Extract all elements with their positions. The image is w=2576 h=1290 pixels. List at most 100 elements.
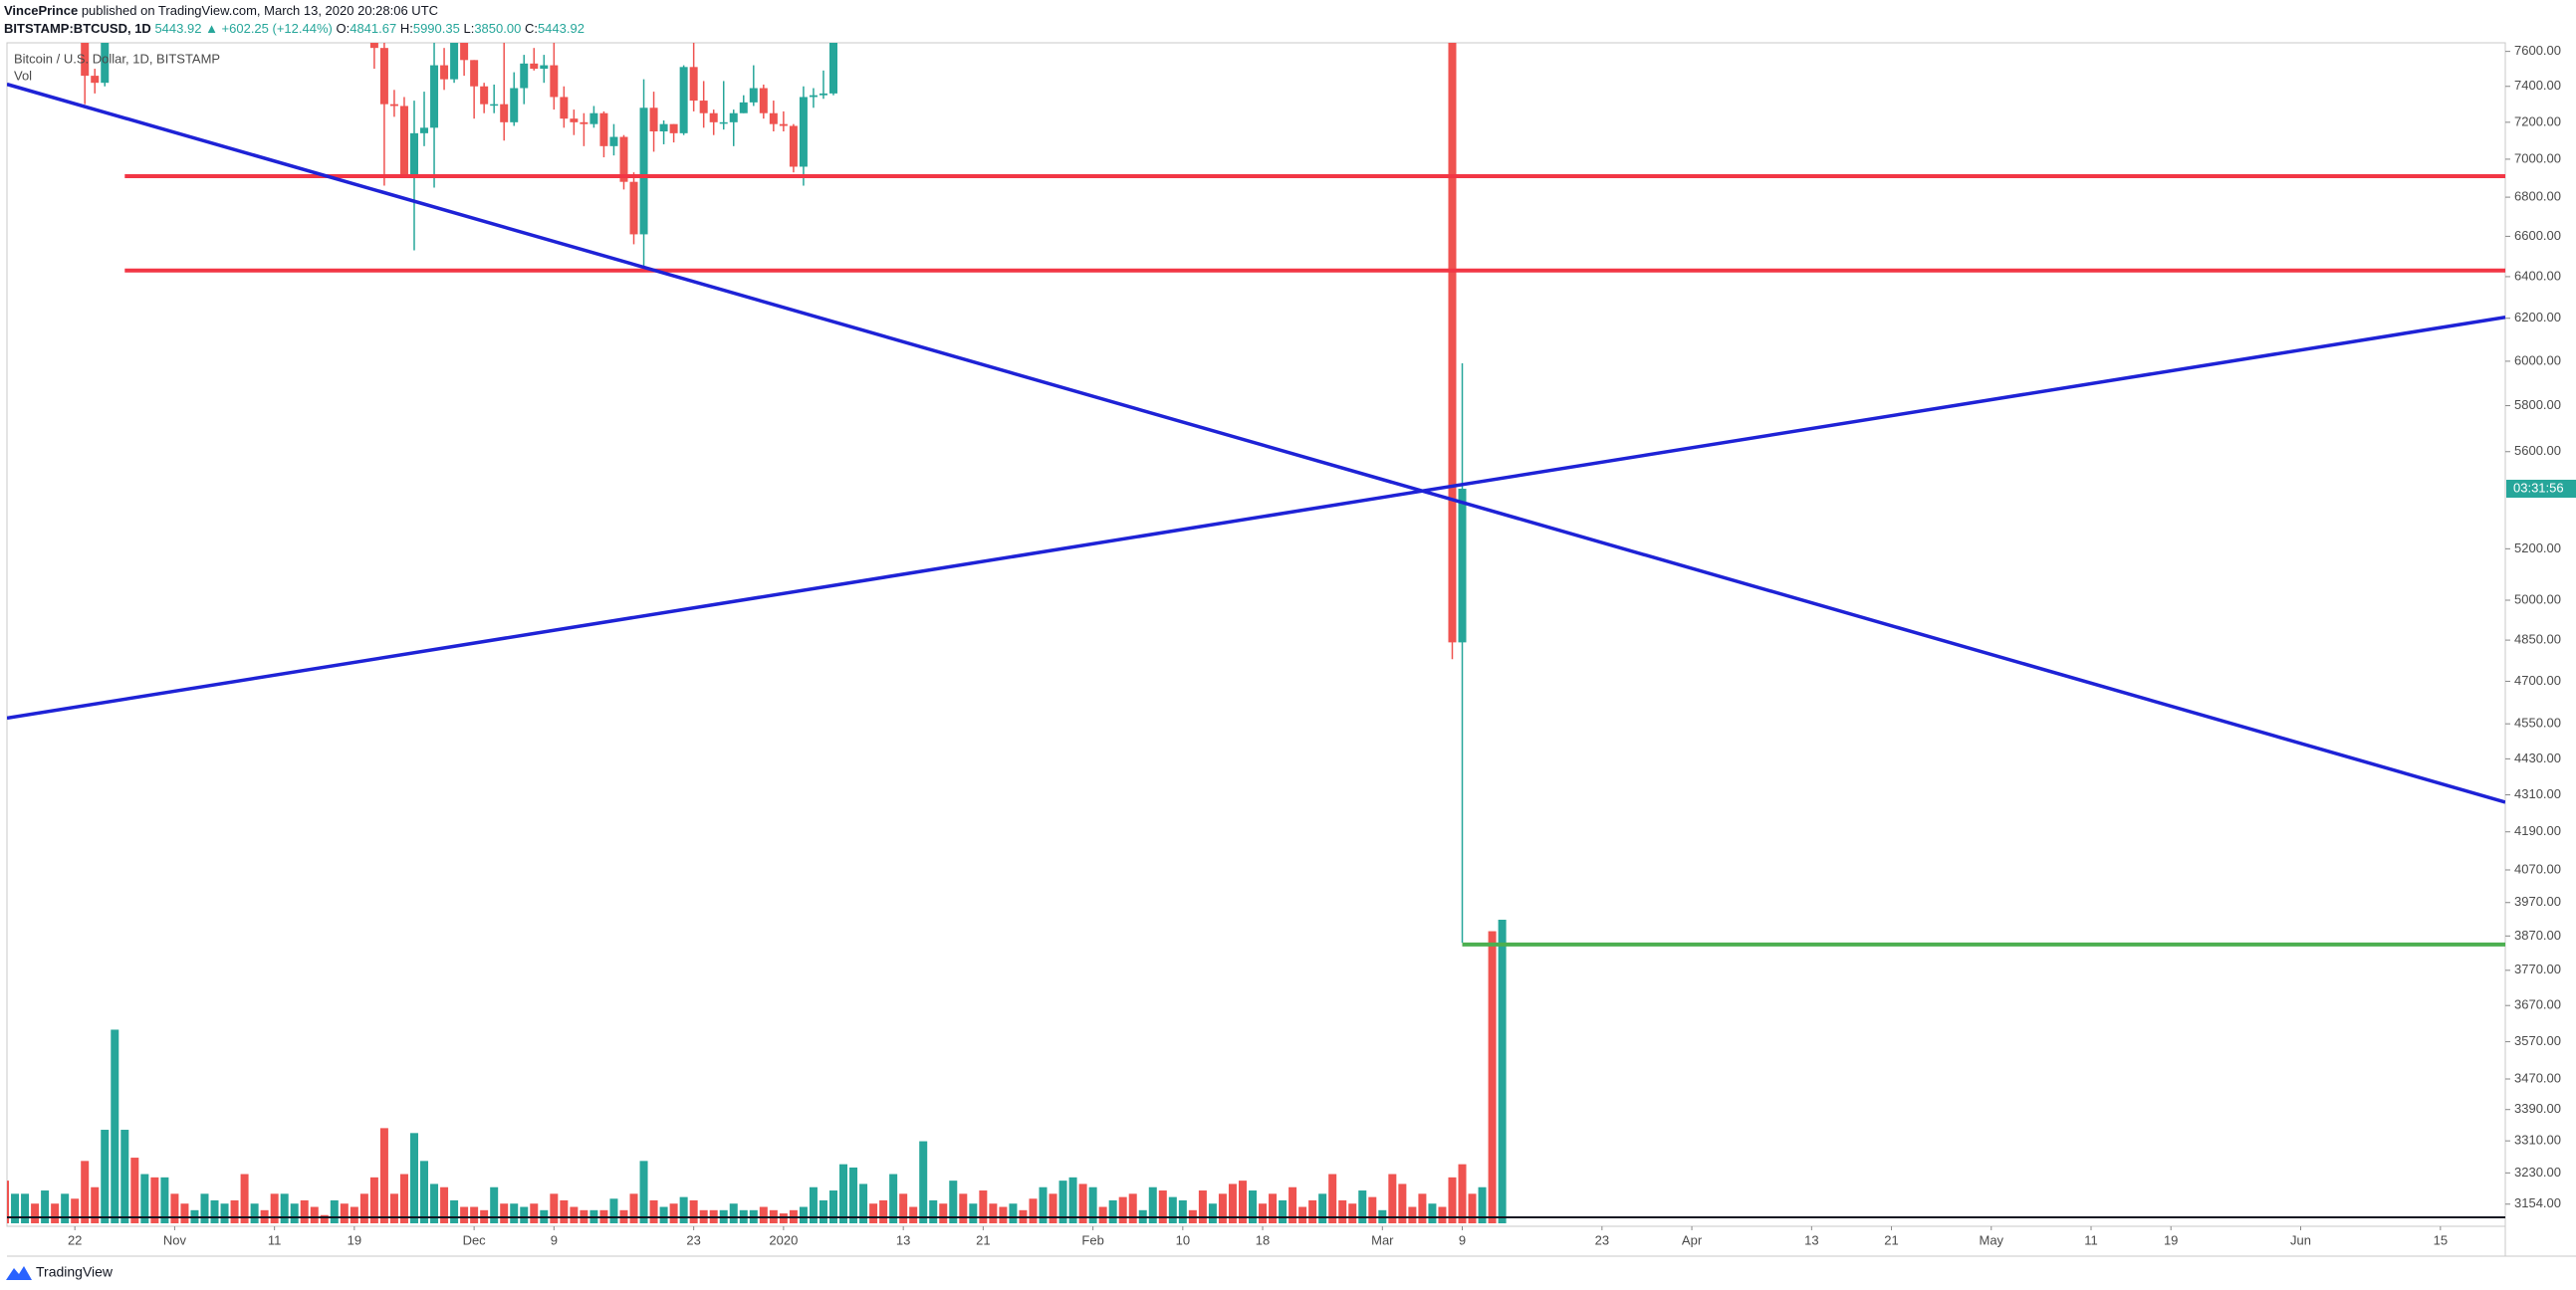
volume-bar (969, 1203, 978, 1223)
volume-bar (919, 1141, 928, 1223)
volume-bar (359, 1193, 368, 1223)
volume-bar (240, 1174, 249, 1223)
volume-bar (150, 1177, 159, 1223)
y-tick-label: 4070.00 (2514, 861, 2561, 876)
header-line-1: VincePrince published on TradingView.com… (4, 2, 585, 20)
plot-border (6, 42, 2506, 1227)
volume-bar (11, 1193, 20, 1223)
x-tick-label: 15 (2434, 1232, 2448, 1247)
candle-body (699, 101, 708, 113)
x-tick-label: 22 (68, 1232, 82, 1247)
y-tick-label: 3390.00 (2514, 1101, 2561, 1116)
volume-bar (1298, 1206, 1307, 1223)
volume-bar (310, 1206, 319, 1223)
candle-body (719, 121, 728, 124)
y-tick-label: 5200.00 (2514, 540, 2561, 555)
volume-bar (1438, 1206, 1447, 1223)
volume-bar (420, 1161, 429, 1223)
volume-bar (1208, 1203, 1217, 1223)
volume-bar (1108, 1199, 1117, 1223)
volume-bar (21, 1193, 30, 1223)
volume-bar (1348, 1203, 1357, 1223)
volume-bar (409, 1133, 418, 1223)
candle-body (769, 112, 778, 124)
candle-body (500, 104, 509, 122)
volume-bar (280, 1193, 289, 1223)
y-tick-label: 4190.00 (2514, 823, 2561, 838)
volume-bar (849, 1167, 858, 1223)
x-tick-label: Dec (463, 1232, 487, 1247)
trend-line (7, 315, 2505, 721)
volume-bar (250, 1203, 259, 1223)
candle-body (599, 112, 608, 146)
volume-bar (609, 1198, 618, 1223)
price-tag (2506, 479, 2576, 498)
low-value: 3850.00 (474, 21, 522, 36)
volume-bar (220, 1203, 229, 1223)
volume-bar (1269, 1193, 1278, 1223)
volume-bar (120, 1130, 129, 1223)
volume-bar (1398, 1183, 1407, 1223)
y-tick-label: 6000.00 (2514, 352, 2561, 367)
last-price: 5443.92 (154, 21, 202, 36)
volume-bar (1088, 1186, 1097, 1223)
trend-line (7, 82, 2505, 804)
volume-bar (31, 1203, 40, 1223)
volume-bar (500, 1203, 509, 1223)
candle-body (639, 108, 648, 235)
y-tick-label: 3770.00 (2514, 962, 2561, 976)
open-value: 4841.67 (350, 21, 397, 36)
candle-body (91, 76, 100, 84)
candle-body (739, 102, 748, 113)
volume-bar (180, 1203, 189, 1223)
volume-bar (71, 1198, 80, 1223)
volume-bar (1058, 1181, 1067, 1223)
volume-bar (1478, 1186, 1487, 1223)
volume-bar (530, 1203, 539, 1223)
y-tick-label: 3154.00 (2514, 1195, 2561, 1210)
volume-bar (1009, 1203, 1018, 1223)
volume-bar (300, 1199, 309, 1223)
volume-bar (270, 1193, 279, 1223)
plot (7, 43, 2505, 1223)
candle-body (460, 43, 469, 61)
candle-body (440, 65, 449, 80)
volume-bar (1458, 1164, 1467, 1223)
volume-bar (350, 1206, 358, 1223)
volume-bar (170, 1193, 179, 1223)
header-line-2: BITSTAMP:BTCUSD, 1D 5443.92 ▲ +602.25 (+… (4, 20, 585, 38)
low-label: L: (463, 21, 475, 36)
candle-body (679, 67, 688, 133)
volume-bar (1128, 1193, 1137, 1223)
volume-bar (570, 1206, 579, 1223)
candle-body (819, 93, 827, 96)
volume-bar (1178, 1199, 1187, 1223)
volume-bar (51, 1203, 60, 1223)
candle-body (540, 65, 549, 70)
chart-title: Bitcoin / U.S. Dollar, 1D, BITSTAMP (14, 51, 220, 66)
volume-bar (1098, 1206, 1107, 1223)
candle-body (101, 43, 110, 84)
volume-bar (639, 1161, 648, 1223)
volume-bar (939, 1203, 948, 1223)
volume-bar (729, 1203, 738, 1223)
x-tick-label: 9 (551, 1232, 558, 1247)
x-tick-label: 19 (348, 1232, 361, 1247)
candle-body (828, 43, 837, 94)
volume-bar (460, 1206, 469, 1223)
candle-body (759, 88, 768, 113)
y-tick-label: 6400.00 (2514, 268, 2561, 283)
candle-body (1448, 43, 1457, 643)
y-tick-label: 7200.00 (2514, 113, 2561, 128)
y-tick-label: 5600.00 (2514, 443, 2561, 458)
volume-bar (809, 1186, 818, 1223)
volume-bar (450, 1199, 459, 1223)
y-tick-label: 3470.00 (2514, 1070, 2561, 1085)
close-label: C: (524, 21, 538, 36)
x-tick-label: 18 (1256, 1232, 1270, 1247)
candle-body (420, 127, 429, 133)
volume-bar (1039, 1186, 1048, 1223)
y-tick-label: 6800.00 (2514, 189, 2561, 204)
x-tick-label: 10 (1176, 1232, 1190, 1247)
